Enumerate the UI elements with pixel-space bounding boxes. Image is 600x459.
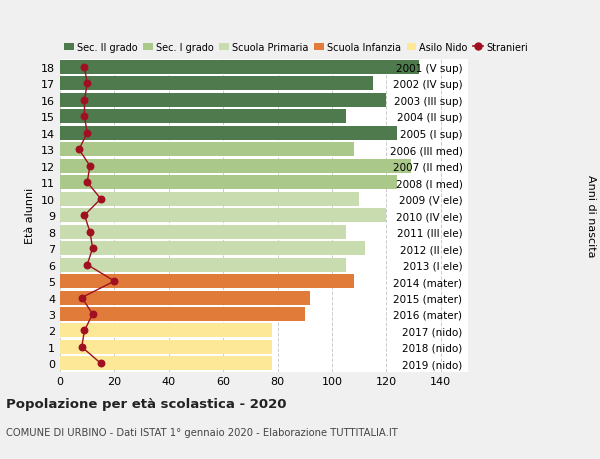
Point xyxy=(85,163,95,170)
Point xyxy=(82,179,92,186)
Point xyxy=(85,229,95,236)
Point xyxy=(96,196,106,203)
Point xyxy=(80,327,89,335)
Point xyxy=(88,311,97,318)
Point xyxy=(88,245,97,252)
Text: COMUNE DI URBINO - Dati ISTAT 1° gennaio 2020 - Elaborazione TUTTITALIA.IT: COMUNE DI URBINO - Dati ISTAT 1° gennaio… xyxy=(6,427,398,437)
Point xyxy=(77,294,86,302)
Bar xyxy=(60,61,419,75)
Bar xyxy=(60,241,365,256)
Bar xyxy=(60,274,354,288)
Text: Popolazione per età scolastica - 2020: Popolazione per età scolastica - 2020 xyxy=(6,397,287,410)
Point xyxy=(82,261,92,269)
Bar xyxy=(60,77,373,91)
Y-axis label: Età alunni: Età alunni xyxy=(25,188,35,244)
Bar xyxy=(60,143,354,157)
Bar xyxy=(60,258,346,272)
Bar xyxy=(60,291,310,305)
Point xyxy=(77,343,86,351)
Bar xyxy=(60,225,346,239)
Point xyxy=(80,212,89,219)
Point xyxy=(110,278,119,285)
Bar xyxy=(60,176,397,190)
Bar xyxy=(60,192,359,206)
Bar xyxy=(60,324,272,338)
Point xyxy=(80,97,89,104)
Bar xyxy=(60,94,386,108)
Point xyxy=(96,360,106,367)
Text: Anni di nascita: Anni di nascita xyxy=(586,174,596,257)
Bar xyxy=(60,110,346,124)
Point xyxy=(82,130,92,137)
Point xyxy=(82,81,92,88)
Legend: Sec. II grado, Sec. I grado, Scuola Primaria, Scuola Infanzia, Asilo Nido, Stran: Sec. II grado, Sec. I grado, Scuola Prim… xyxy=(60,39,532,56)
Point xyxy=(74,146,84,154)
Point xyxy=(80,113,89,121)
Bar xyxy=(60,209,386,223)
Bar xyxy=(60,127,397,140)
Bar xyxy=(60,340,272,354)
Point xyxy=(80,64,89,72)
Bar xyxy=(60,159,411,174)
Bar xyxy=(60,357,272,370)
Bar xyxy=(60,308,305,321)
